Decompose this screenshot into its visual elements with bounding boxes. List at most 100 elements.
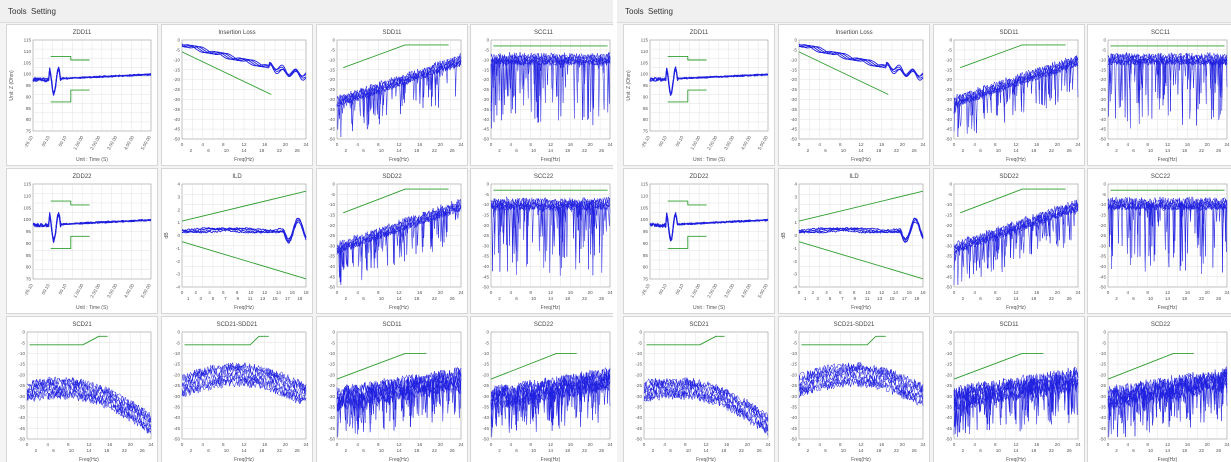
series-line: [798, 363, 924, 407]
x-tick-label: 1: [187, 296, 190, 301]
x-tick-label: 16: [107, 442, 113, 447]
y-tick-label: 0: [794, 330, 797, 335]
y-tick-label: -45: [945, 426, 952, 431]
x-tick-label: 15: [272, 296, 278, 301]
y-tick-label: -15: [328, 362, 335, 367]
x-tick-label: 2: [1115, 148, 1118, 153]
series-line: [490, 197, 611, 273]
x-tick-label: 14: [1013, 448, 1019, 453]
x-tick-label: 1: [804, 296, 807, 301]
x-tick-label: 18: [414, 148, 420, 153]
x-tick-label: 1.00.00: [72, 283, 84, 299]
x-tick-label: 1.00.00: [689, 135, 701, 151]
x-tick-label: 14: [241, 148, 247, 153]
y-tick-label: 80: [643, 117, 649, 122]
menu-tools[interactable]: Tools: [625, 7, 644, 16]
chart-panel-scd21-sdd21: SCD21-SDD21 0 -5 -10 -15 -20 -25 -30 -35 -40 -45 -5…: [161, 316, 313, 462]
y-tick-label: -20: [945, 372, 952, 377]
x-tick-label: -26.10: [640, 283, 651, 297]
y-tick-label: -30: [945, 394, 952, 399]
x-tick-label: 15: [889, 296, 895, 301]
x-tick-label: 6: [362, 148, 365, 153]
y-tick-label: -10: [18, 351, 25, 356]
y-tick-label: -3: [176, 272, 181, 277]
y-tick-label: -20: [482, 77, 489, 82]
series-line: [181, 43, 307, 77]
y-tick-label: 100: [23, 217, 31, 222]
x-tick-label: 14: [1165, 448, 1171, 453]
x-tick-label: 2: [962, 296, 965, 301]
x-tick-label: 00.10: [41, 283, 51, 296]
y-tick-label: -20: [173, 77, 180, 82]
chart-panel-scd11: SCD11 0 -5 -10 -15 -20 -25 -30 -35 -40 -45 -50 0 4 8 12…: [933, 316, 1085, 462]
x-tick-label: 13: [877, 296, 883, 301]
x-tick-label: 22: [1199, 296, 1205, 301]
series-line: [181, 362, 307, 398]
x-tick-label: 16: [1034, 142, 1040, 147]
y-tick-label: 115: [24, 38, 32, 43]
menu-bar: Tools Setting: [617, 0, 1231, 23]
y-tick-label: -40: [173, 117, 180, 122]
x-tick-label: 18: [565, 448, 571, 453]
x-tick-label: 18: [414, 448, 420, 453]
limit-line: [50, 55, 90, 61]
y-tick-label: 100: [640, 217, 648, 222]
y-tick-label: 3: [177, 194, 180, 199]
x-tick-label: 9: [237, 296, 240, 301]
x-tick-label: 22: [1199, 448, 1205, 453]
y-tick-label: -1: [176, 246, 181, 251]
y-tick-label: -20: [790, 77, 797, 82]
limit-line: [50, 200, 90, 206]
y-tick-label: -40: [790, 415, 797, 420]
x-tick-label: 2: [35, 448, 38, 453]
chart-title: SDD11: [1000, 30, 1020, 36]
x-tick-label: 1.00.00: [72, 135, 84, 151]
x-tick-label: 20: [1205, 442, 1211, 447]
y-tick-label: -45: [1099, 127, 1106, 132]
x-tick-label: 14: [241, 448, 247, 453]
y-tick-label: -15: [18, 362, 25, 367]
y-tick-label: 80: [26, 265, 32, 270]
x-tick-label: 8: [684, 442, 687, 447]
x-tick-label: 5.00.00: [757, 283, 769, 299]
menu-setting[interactable]: Setting: [648, 7, 673, 16]
y-tick-label: -15: [173, 67, 180, 72]
limit-line: [1107, 352, 1194, 380]
series-line: [490, 370, 611, 427]
series-line: [32, 213, 152, 243]
y-tick-label: 105: [23, 205, 31, 210]
y-tick-label: -40: [482, 415, 489, 420]
x-tick-label: 12: [548, 442, 554, 447]
y-tick-label: -15: [328, 213, 335, 218]
x-axis-label: Freq(Hz): [79, 457, 99, 462]
x-tick-label: 10: [686, 448, 692, 453]
chart-panel-scc11: SCC11 0 -5 -10 -15 -20 -25 -30 -35 -40 -45 -50 0 4 8 12…: [1087, 24, 1231, 166]
chart-title: SCD21: [72, 322, 92, 328]
x-axis-label: Freq(Hz): [541, 457, 561, 462]
x-tick-label: 16: [568, 290, 574, 295]
x-tick-label: 18: [1031, 148, 1037, 153]
x-tick-label: 18: [1031, 296, 1037, 301]
x-tick-label: 26: [912, 148, 918, 153]
menu-tools[interactable]: Tools: [8, 7, 27, 16]
menu-setting[interactable]: Setting: [31, 7, 56, 16]
x-tick-label: 8: [377, 442, 380, 447]
y-tick-label: 80: [643, 265, 649, 270]
y-tick-label: -50: [173, 437, 180, 442]
x-tick-label: 2.00.00: [89, 135, 101, 151]
y-tick-label: -25: [482, 233, 489, 238]
y-tick-label: -35: [173, 107, 180, 112]
chart-title: ILD: [849, 174, 859, 180]
y-tick-label: -20: [482, 372, 489, 377]
x-tick-label: 12: [1013, 142, 1019, 147]
y-tick-label: -35: [790, 405, 797, 410]
x-tick-label: 16: [1034, 290, 1040, 295]
y-tick-label: 0: [794, 233, 797, 238]
x-tick-label: 22: [739, 448, 745, 453]
y-tick-label: -25: [328, 233, 335, 238]
y-tick-label: 115: [24, 182, 32, 187]
